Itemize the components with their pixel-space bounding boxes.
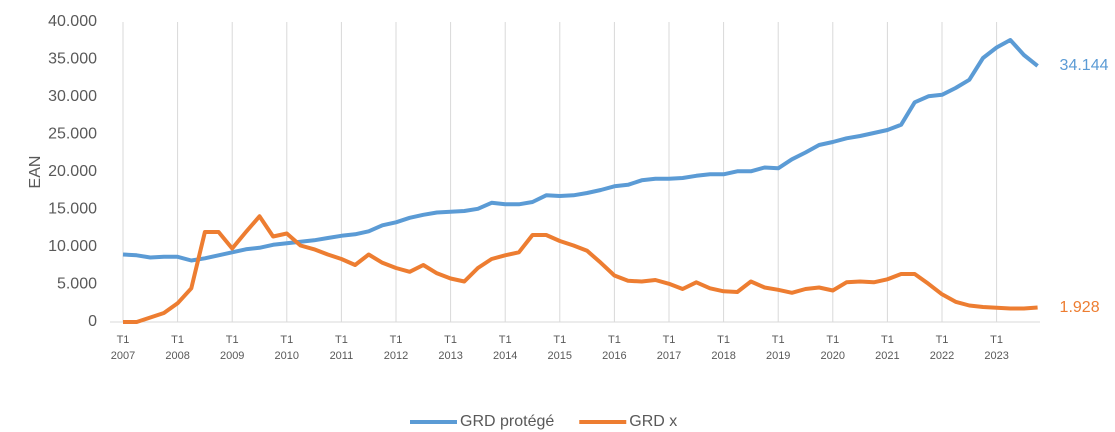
x-tick-label: 2020 bbox=[821, 350, 845, 362]
x-tick-label: T1 bbox=[499, 334, 512, 346]
x-tick-label: 2009 bbox=[220, 350, 244, 362]
x-tick-label: T1 bbox=[608, 334, 621, 346]
x-tick-label: 2021 bbox=[875, 350, 899, 362]
x-tick-label: T1 bbox=[881, 334, 894, 346]
legend-label: GRD x bbox=[629, 413, 677, 430]
x-tick-label: T1 bbox=[444, 334, 457, 346]
y-tick-label: 0 bbox=[88, 313, 97, 330]
x-tick-label: 2010 bbox=[275, 350, 299, 362]
x-tick-label: T1 bbox=[390, 334, 403, 346]
y-tick-label: 10.000 bbox=[48, 238, 97, 255]
x-tick-label: T1 bbox=[280, 334, 293, 346]
x-tick-label: 2022 bbox=[930, 350, 954, 362]
line-series bbox=[123, 214, 1038, 324]
x-tick-label: 2008 bbox=[165, 350, 189, 362]
legend-label: GRD protégé bbox=[460, 413, 554, 430]
x-tick-label: 2007 bbox=[111, 350, 135, 362]
end-label: 1.928 bbox=[1060, 299, 1100, 316]
x-tick-label: 2019 bbox=[766, 350, 790, 362]
x-tick-label: T1 bbox=[553, 334, 566, 346]
line-series bbox=[122, 38, 1039, 263]
y-tick-label: 40.000 bbox=[48, 13, 97, 30]
x-tick-label: 2016 bbox=[602, 350, 626, 362]
x-tick-label: 2013 bbox=[438, 350, 462, 362]
y-axis-label: EAN bbox=[27, 156, 44, 189]
x-tick-label: T1 bbox=[663, 334, 676, 346]
x-tick-label: 2014 bbox=[493, 350, 517, 362]
x-tick-label: T1 bbox=[117, 334, 130, 346]
x-tick-label: T1 bbox=[171, 334, 184, 346]
x-tick-label: 2018 bbox=[711, 350, 735, 362]
x-tick-label: T1 bbox=[990, 334, 1003, 346]
x-tick-label: T1 bbox=[226, 334, 239, 346]
x-tick-label: T1 bbox=[772, 334, 785, 346]
y-tick-label: 35.000 bbox=[48, 51, 97, 68]
x-tick-label: 2015 bbox=[548, 350, 572, 362]
x-tick-label: T1 bbox=[826, 334, 839, 346]
x-tick-label: T1 bbox=[717, 334, 730, 346]
y-tick-label: 20.000 bbox=[48, 163, 97, 180]
x-tick-label: 2023 bbox=[984, 350, 1008, 362]
x-tick-label: 2012 bbox=[384, 350, 408, 362]
x-tick-label: 2017 bbox=[657, 350, 681, 362]
y-tick-label: 15.000 bbox=[48, 201, 97, 218]
y-tick-label: 5.000 bbox=[57, 276, 97, 293]
x-tick-label: T1 bbox=[936, 334, 949, 346]
x-tick-label: 2011 bbox=[330, 350, 354, 362]
y-tick-label: 30.000 bbox=[48, 88, 97, 105]
end-label: 34.144 bbox=[1060, 57, 1109, 74]
x-tick-label: T1 bbox=[335, 334, 348, 346]
y-tick-label: 25.000 bbox=[48, 126, 97, 143]
